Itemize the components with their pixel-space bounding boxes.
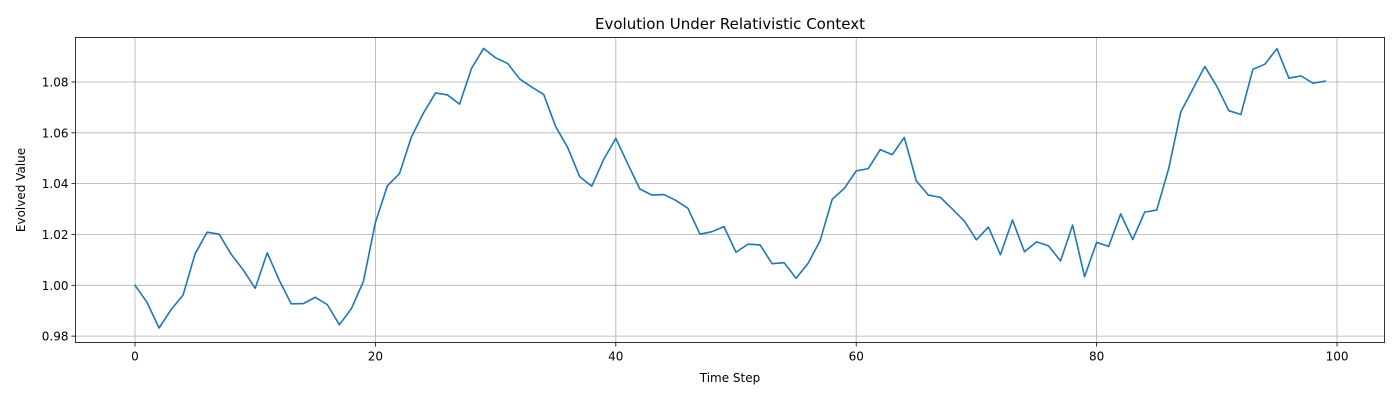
x-tick-label: 80 [1089,350,1104,364]
y-tick-label: 0.98 [42,330,69,344]
axis-ticks: 0 20 40 60 80 100 0.98 1.00 1.02 1.04 1.06 1.08 [42,75,1349,363]
y-tick-label: 1.06 [42,126,69,140]
y-tick-label: 1.00 [42,279,69,293]
x-tick-label: 0 [131,350,139,364]
series-line [133,47,1326,329]
x-tick-label: 20 [368,350,383,364]
plot-frame [75,37,1385,343]
y-tick-label: 1.04 [42,177,69,191]
grid [75,37,1385,343]
x-axis-label: Time Step [699,371,761,385]
series-layer [133,47,1326,329]
x-tick-label: 40 [608,350,623,364]
x-tick-label: 60 [849,350,864,364]
chart-title: Evolution Under Relativistic Context [595,15,865,33]
y-axis-label: Evolved Value [14,148,28,232]
y-tick-label: 1.02 [42,228,69,242]
x-tick-label: 100 [1326,350,1349,364]
y-tick-label: 1.08 [42,75,69,89]
